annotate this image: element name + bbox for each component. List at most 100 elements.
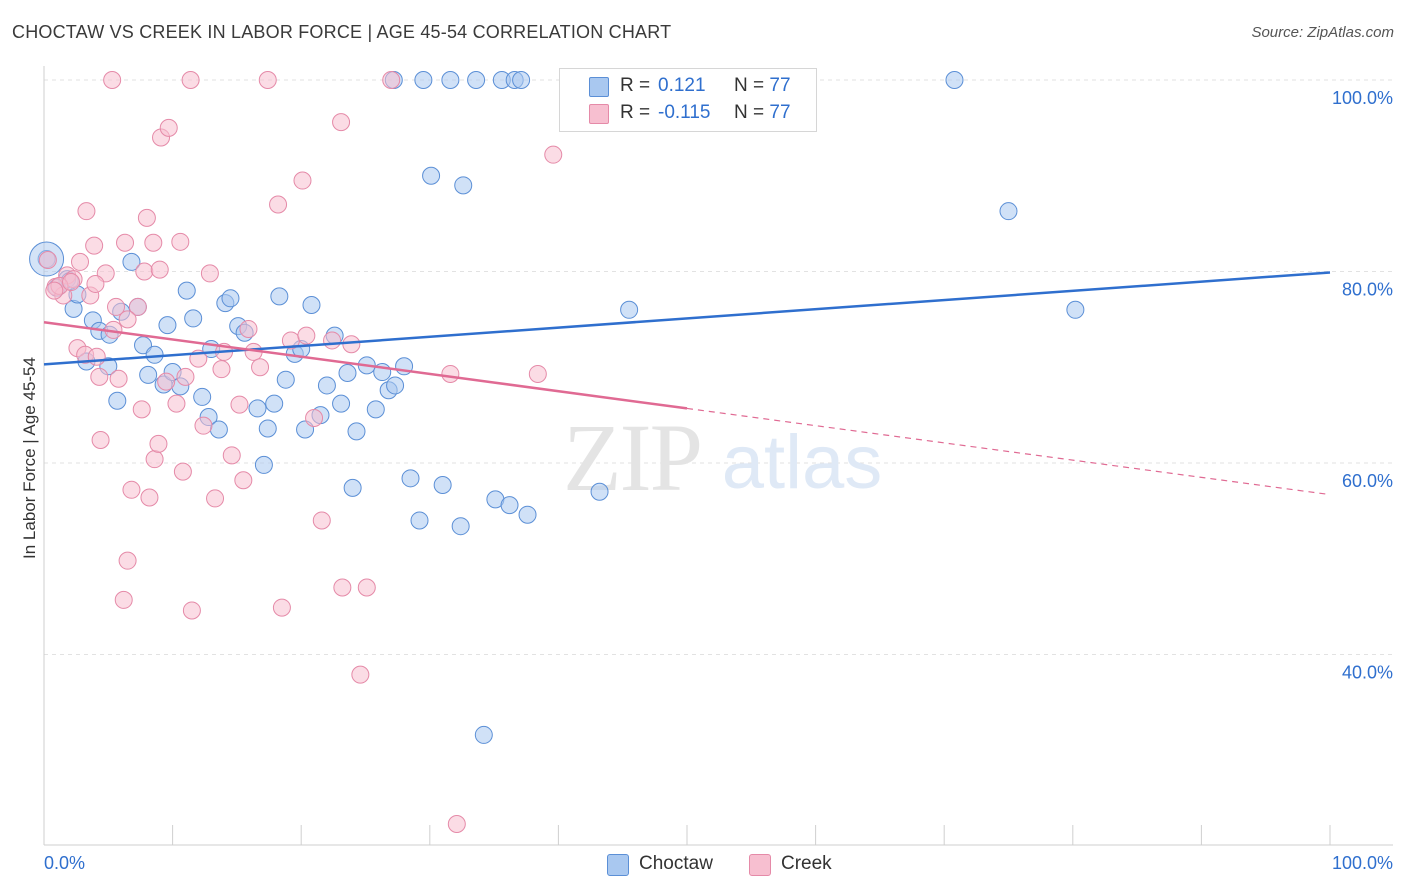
- data-point-creek: [441, 364, 460, 383]
- data-point-creek: [173, 462, 192, 481]
- data-point-creek: [272, 598, 291, 617]
- data-point-choctaw: [302, 296, 321, 315]
- data-point-choctaw: [254, 455, 273, 474]
- data-point-creek: [239, 319, 258, 338]
- data-point-creek: [342, 335, 361, 354]
- watermark-atlas: atlas: [722, 420, 883, 505]
- data-point-choctaw: [332, 394, 351, 413]
- data-point-choctaw: [474, 725, 493, 744]
- data-point-creek: [351, 665, 370, 684]
- series-choctaw: [29, 71, 1085, 744]
- data-point-choctaw: [338, 363, 357, 382]
- data-point-creek: [122, 480, 141, 499]
- data-point-creek: [200, 264, 219, 283]
- data-point-creek: [137, 208, 156, 227]
- correlation-legend: R = 0.121 N = 77 R = -0.115 N = 77: [559, 68, 817, 132]
- data-point-creek: [132, 400, 151, 419]
- y-tick-label: 60.0%: [1342, 471, 1393, 491]
- data-point-creek: [333, 578, 352, 597]
- data-point-creek: [140, 488, 159, 507]
- data-point-choctaw: [422, 166, 441, 185]
- data-point-choctaw: [108, 391, 127, 410]
- data-point-creek: [382, 71, 401, 89]
- trend-line-creek: [43, 321, 688, 410]
- data-point-creek: [181, 71, 200, 89]
- data-point-choctaw: [158, 316, 177, 335]
- data-point-creek: [77, 202, 96, 221]
- data-point-creek: [114, 590, 133, 609]
- data-point-creek: [90, 367, 109, 386]
- data-point-choctaw: [258, 419, 277, 438]
- data-point-creek: [45, 281, 64, 300]
- data-point-creek: [194, 416, 213, 435]
- data-point-creek: [544, 145, 563, 164]
- series-legend-swatch-creek: [749, 854, 771, 876]
- data-point-creek: [145, 450, 164, 469]
- watermark-zip: ZIP: [563, 404, 701, 511]
- y-tick-label: 100.0%: [1332, 88, 1393, 108]
- data-point-creek: [159, 118, 178, 137]
- data-point-creek: [103, 71, 122, 89]
- data-point-choctaw: [386, 376, 405, 395]
- data-point-choctaw: [248, 399, 267, 418]
- chart-title: CHOCTAW VS CREEK IN LABOR FORCE | AGE 45…: [12, 22, 672, 42]
- data-point-choctaw: [366, 400, 385, 419]
- series-legend-label-choctaw: Choctaw: [639, 853, 713, 874]
- data-point-creek: [128, 297, 147, 316]
- legend-n-label: N =: [734, 102, 765, 123]
- data-point-creek: [293, 171, 312, 190]
- data-point-creek: [157, 372, 176, 391]
- data-point-choctaw: [265, 394, 284, 413]
- data-point-choctaw: [454, 176, 473, 195]
- x-tick-label-end: 100.0%: [1332, 853, 1393, 873]
- series-legend: Choctaw Creek: [0, 852, 1406, 878]
- data-point-choctaw: [276, 370, 295, 389]
- data-point-creek: [332, 113, 351, 132]
- data-point-creek: [86, 274, 105, 293]
- data-point-choctaw: [433, 476, 452, 495]
- series-creek: [38, 71, 563, 833]
- data-point-choctaw: [500, 496, 519, 515]
- data-point-choctaw: [177, 281, 196, 300]
- legend-n-value: 77: [769, 102, 791, 123]
- data-point-creek: [135, 262, 154, 281]
- data-point-creek: [258, 71, 277, 89]
- data-point-creek: [116, 233, 135, 252]
- data-point-creek: [357, 578, 376, 597]
- data-point-choctaw: [945, 71, 964, 89]
- data-point-creek: [150, 260, 169, 279]
- y-tick-label: 80.0%: [1342, 280, 1393, 300]
- data-point-choctaw: [122, 252, 141, 271]
- watermark: ZIP atlas: [563, 404, 882, 511]
- data-point-choctaw: [620, 300, 639, 319]
- data-point-creek: [167, 394, 186, 413]
- data-point-choctaw: [467, 71, 486, 89]
- data-point-creek: [234, 471, 253, 490]
- data-point-choctaw: [410, 511, 429, 530]
- tick-labels: 40.0% 60.0% 80.0% 100.0% 0.0% 100.0%: [44, 88, 1393, 873]
- data-point-choctaw: [512, 71, 531, 89]
- data-point-creek: [149, 434, 168, 453]
- data-point-creek: [38, 251, 57, 270]
- gridlines: [44, 79, 1393, 655]
- series-legend-label-creek: Creek: [781, 853, 832, 874]
- data-point-creek: [212, 360, 231, 379]
- trend-line-choctaw: [43, 271, 1331, 366]
- data-point-choctaw: [209, 420, 228, 439]
- data-point-creek: [171, 232, 190, 251]
- data-point-choctaw: [401, 469, 420, 488]
- data-point-choctaw: [270, 287, 289, 306]
- data-point-creek: [528, 364, 547, 383]
- data-point-choctaw: [999, 202, 1018, 221]
- data-point-creek: [206, 489, 225, 508]
- data-point-creek: [71, 252, 90, 271]
- axes: [43, 66, 1393, 846]
- data-point-choctaw: [441, 71, 460, 89]
- legend-r-label: R =: [620, 75, 651, 96]
- legend-r-value: 0.121: [658, 75, 706, 96]
- data-point-creek: [91, 431, 110, 450]
- legend-swatch-choctaw: [589, 77, 609, 97]
- data-point-creek: [176, 367, 195, 386]
- data-point-choctaw: [139, 365, 158, 384]
- trend-line-creek-extrapolated: [686, 407, 1331, 496]
